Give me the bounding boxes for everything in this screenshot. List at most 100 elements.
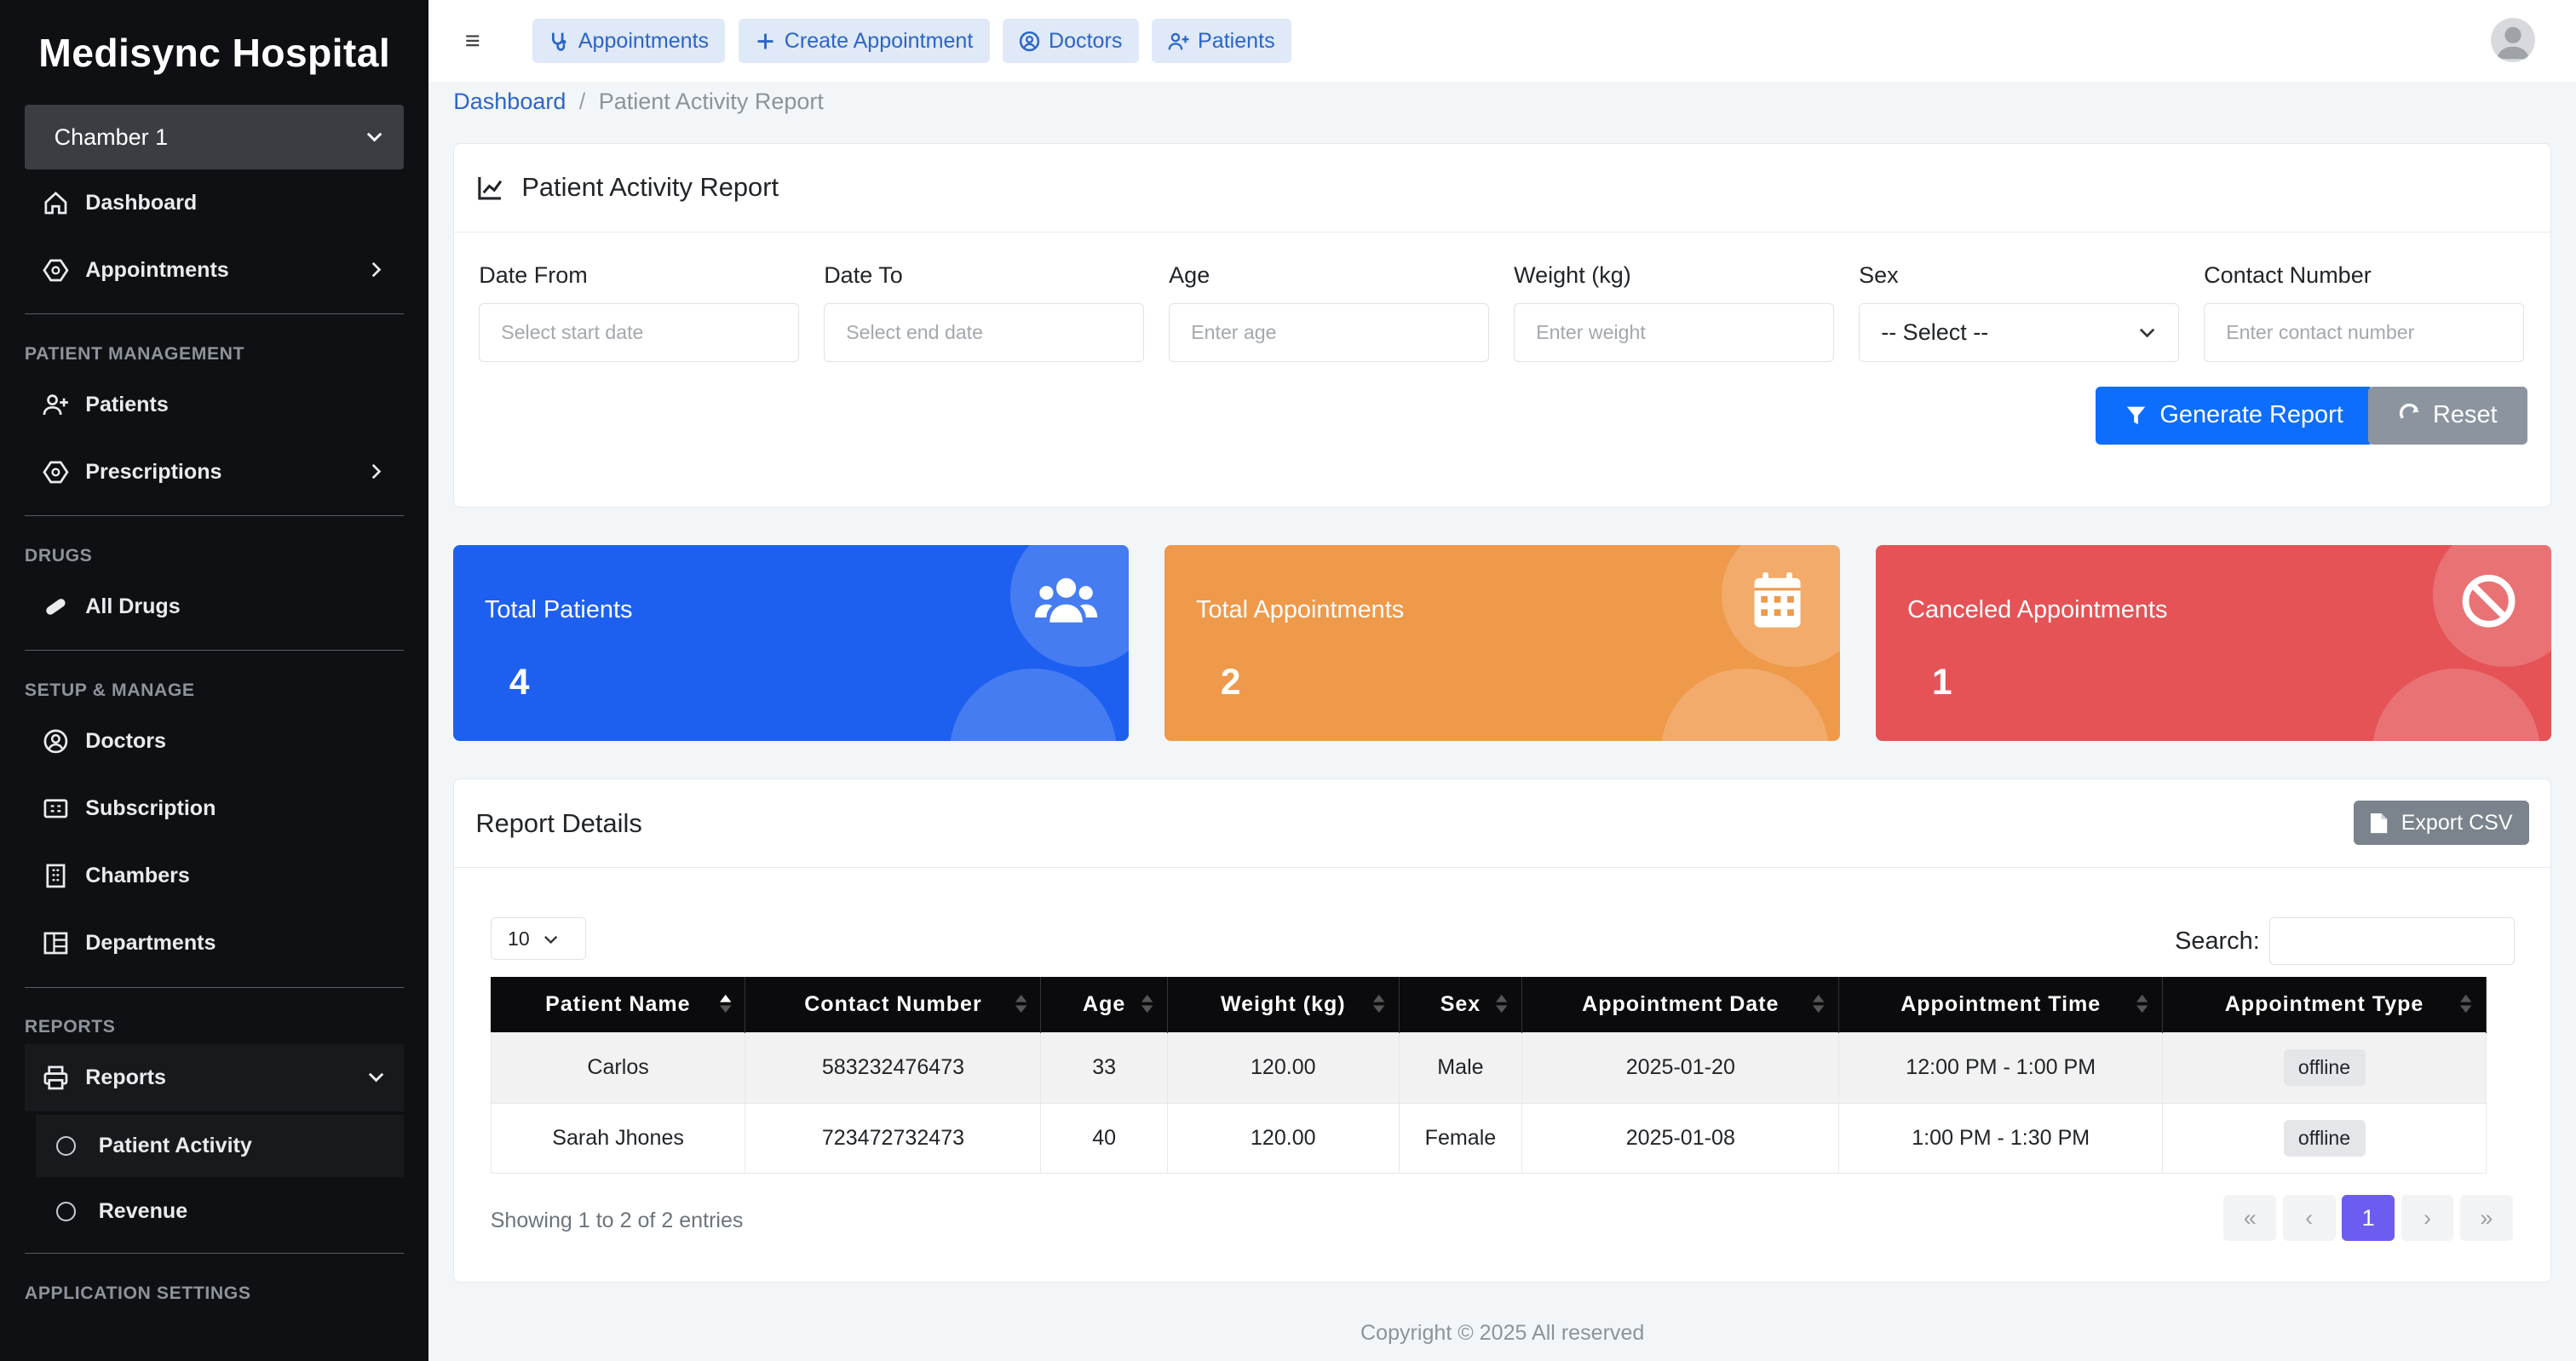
sidebar-item-departments[interactable]: Departments bbox=[0, 910, 428, 977]
sidebar-item-label: Patients bbox=[85, 392, 169, 416]
search-input[interactable] bbox=[2269, 917, 2515, 966]
decorative-bubble bbox=[949, 668, 1118, 741]
cell-age: 33 bbox=[1040, 1031, 1168, 1104]
column-header-label: Appointment Type bbox=[2224, 991, 2424, 1016]
refresh-icon bbox=[2399, 404, 2419, 420]
sort-icon bbox=[2136, 994, 2148, 1013]
sidebar-subitem-patient-activity[interactable]: Patient Activity bbox=[36, 1114, 405, 1178]
column-header-appointment-date[interactable]: Appointment Date bbox=[1521, 976, 1840, 1033]
menu-icon[interactable]: ≡ bbox=[464, 26, 480, 56]
quick-create-appointment-button[interactable]: Create Appointment bbox=[738, 19, 990, 64]
weight-input[interactable]: Enter weight bbox=[1514, 302, 1835, 363]
reset-label: Reset bbox=[2433, 401, 2498, 429]
page-length-select[interactable]: 10 bbox=[490, 917, 586, 961]
sidebar-item-label: Chambers bbox=[85, 864, 190, 887]
column-header-patient-name[interactable]: Patient Name bbox=[491, 976, 746, 1033]
cell-appointment-date: 2025-01-20 bbox=[1521, 1031, 1840, 1104]
quick-patients-button[interactable]: Patients bbox=[1152, 19, 1291, 64]
weight-field: Weight (kg) Enter weight bbox=[1514, 262, 1835, 363]
sidebar-item-subscription[interactable]: Subscription bbox=[0, 775, 428, 842]
line-chart-icon bbox=[478, 176, 503, 200]
user-circle-icon bbox=[1020, 31, 1040, 51]
column-header-label: Appointment Date bbox=[1582, 991, 1780, 1016]
stat-card-total-patients: Total Patients 4 bbox=[453, 545, 1129, 741]
sex-label: Sex bbox=[1859, 261, 1899, 288]
pagination-last-button[interactable]: » bbox=[2460, 1195, 2513, 1242]
column-header-appointment-type[interactable]: Appointment Type bbox=[2162, 976, 2487, 1033]
sex-field: Sex -- Select -- bbox=[1859, 261, 2180, 363]
reset-button[interactable]: Reset bbox=[2368, 387, 2528, 445]
chevron-right-icon bbox=[371, 463, 382, 480]
pagination-prev-button[interactable]: ‹ bbox=[2282, 1195, 2336, 1242]
column-header-weight[interactable]: Weight (kg) bbox=[1167, 976, 1400, 1033]
pagination-page-1-button[interactable]: 1 bbox=[2342, 1195, 2395, 1242]
sidebar-item-chambers[interactable]: Chambers bbox=[0, 842, 428, 910]
export-csv-button[interactable]: Export CSV bbox=[2353, 801, 2530, 846]
date-to-input[interactable]: Select end date bbox=[824, 302, 1145, 363]
chevron-down-icon bbox=[2139, 328, 2155, 338]
sidebar-item-dashboard[interactable]: Dashboard bbox=[0, 169, 428, 237]
hexagon-icon bbox=[43, 459, 69, 485]
stat-card-total-appointments: Total Appointments 2 bbox=[1164, 545, 1840, 741]
stat-value: 4 bbox=[509, 662, 530, 703]
contact-field: Contact Number Enter contact number bbox=[2204, 262, 2525, 363]
sort-icon bbox=[1015, 994, 1027, 1013]
generate-report-button[interactable]: Generate Report bbox=[2095, 387, 2373, 445]
column-header-label: Appointment Time bbox=[1900, 991, 2102, 1016]
stethoscope-icon bbox=[552, 32, 566, 51]
pagination: « ‹ 1 › » bbox=[2223, 1195, 2513, 1242]
sidebar-item-all-drugs[interactable]: All Drugs bbox=[0, 573, 428, 640]
stat-label: Total Patients bbox=[484, 596, 633, 624]
age-input[interactable]: Enter age bbox=[1169, 302, 1490, 363]
cell-appointment-time: 1:00 PM - 1:30 PM bbox=[1838, 1102, 2164, 1174]
filter-card-header: Patient Activity Report bbox=[454, 144, 2551, 233]
chamber-select-value: Chamber 1 bbox=[54, 123, 169, 150]
column-header-age[interactable]: Age bbox=[1040, 976, 1168, 1033]
pagination-next-button[interactable]: › bbox=[2401, 1195, 2454, 1242]
main-content: Dashboard / Patient Activity Report Pati… bbox=[428, 82, 2576, 1361]
avatar[interactable] bbox=[2490, 18, 2535, 63]
contact-input[interactable]: Enter contact number bbox=[2204, 302, 2525, 363]
cell-sex: Male bbox=[1398, 1031, 1523, 1104]
sex-select[interactable]: -- Select -- bbox=[1859, 302, 2180, 363]
quick-links: Appointments Create Appointment Doctors … bbox=[532, 19, 1291, 64]
sidebar-item-prescriptions[interactable]: Prescriptions bbox=[0, 439, 428, 506]
sidebar-item-appointments[interactable]: Appointments bbox=[0, 237, 428, 304]
sidebar-subitem-revenue[interactable]: Revenue bbox=[36, 1180, 404, 1243]
column-header-contact-number[interactable]: Contact Number bbox=[745, 976, 1042, 1033]
ban-icon bbox=[2462, 574, 2516, 628]
breadcrumb-dashboard-link[interactable]: Dashboard bbox=[453, 89, 566, 115]
cell-patient-name: Carlos bbox=[490, 1031, 746, 1104]
filter-card: Patient Activity Report Date From Select… bbox=[453, 142, 2552, 508]
section-title-setup: Setup & Manage bbox=[24, 680, 195, 701]
page-title: Patient Activity Report bbox=[521, 172, 779, 203]
sidebar-item-doctors[interactable]: Doctors bbox=[0, 708, 428, 775]
column-header-label: Age bbox=[1083, 991, 1126, 1016]
sort-icon bbox=[2460, 994, 2472, 1013]
column-header-sex[interactable]: Sex bbox=[1399, 976, 1523, 1033]
cell-patient-name: Sarah Jhones bbox=[490, 1102, 746, 1174]
card-icon bbox=[43, 795, 69, 822]
cell-appointment-time: 12:00 PM - 1:00 PM bbox=[1838, 1031, 2164, 1104]
divider bbox=[24, 1252, 405, 1254]
chamber-select[interactable]: Chamber 1 bbox=[24, 105, 405, 169]
date-from-input[interactable]: Select start date bbox=[479, 302, 800, 363]
printer-icon bbox=[43, 1065, 69, 1091]
divider bbox=[24, 986, 405, 988]
cell-appointment-type: offline bbox=[2162, 1102, 2487, 1174]
stat-card-canceled-appointments: Canceled Appointments 1 bbox=[1876, 545, 2552, 741]
column-header-label: Contact Number bbox=[804, 991, 982, 1016]
quick-appointments-button[interactable]: Appointments bbox=[532, 19, 726, 64]
circle-icon bbox=[55, 1202, 76, 1222]
user-avatar-icon bbox=[2496, 26, 2530, 60]
pagination-first-button[interactable]: « bbox=[2223, 1195, 2277, 1242]
column-header-appointment-time[interactable]: Appointment Time bbox=[1838, 976, 2164, 1033]
quick-doctors-button[interactable]: Doctors bbox=[1003, 19, 1139, 64]
stat-label: Canceled Appointments bbox=[1907, 596, 2168, 624]
table-row: Carlos 583232476473 33 120.00 Male 2025-… bbox=[490, 1031, 2487, 1104]
sidebar-item-patients[interactable]: Patients bbox=[0, 371, 428, 439]
stat-value: 1 bbox=[1932, 662, 1952, 703]
sidebar-item-label: Revenue bbox=[98, 1199, 188, 1224]
sidebar-item-label: Dashboard bbox=[85, 190, 198, 215]
sidebar-item-reports[interactable]: Reports bbox=[24, 1044, 405, 1112]
